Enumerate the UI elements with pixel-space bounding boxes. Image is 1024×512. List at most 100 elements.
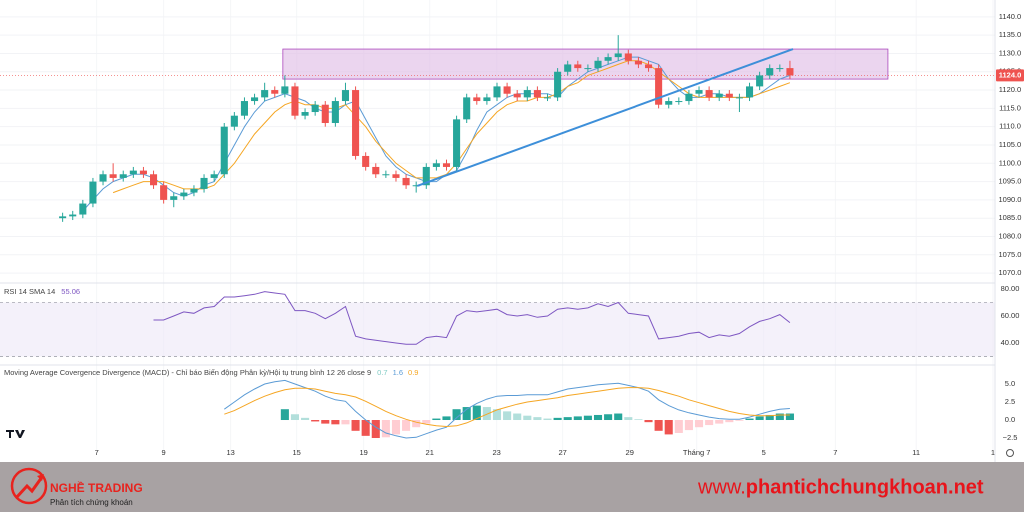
url-prefix: www. [697, 476, 746, 498]
indicator-line [224, 379, 790, 439]
histogram-bar [725, 420, 734, 423]
candle-body [392, 174, 400, 178]
histogram-bar [513, 413, 522, 421]
settings-icon [1006, 449, 1014, 457]
candle-body [685, 93, 693, 102]
y-tick-label: 1115.0 [999, 103, 1021, 112]
y-tick-label: 2.5 [1005, 397, 1015, 406]
candle-body [281, 86, 289, 94]
histogram-bar [755, 416, 764, 421]
y-tick-label: 1090.0 [999, 195, 1022, 204]
tradingview-logo [6, 430, 25, 438]
histogram-bar [472, 405, 481, 421]
candle-body [422, 166, 430, 186]
candle-body [230, 115, 238, 127]
histogram-bar [614, 413, 623, 421]
histogram-bar [553, 417, 562, 421]
x-tick-label: 29 [626, 448, 634, 457]
candle-body [119, 174, 127, 178]
histogram-bar [593, 414, 603, 421]
x-tick-label: 21 [426, 448, 434, 457]
histogram-bar [462, 407, 471, 421]
candle-body [614, 53, 622, 58]
candle-body [695, 90, 703, 94]
candle-body [352, 90, 360, 156]
histogram-bar [775, 413, 784, 421]
histogram-bar [705, 420, 714, 426]
x-tick-label: 15 [293, 448, 301, 457]
candle-body [533, 90, 541, 98]
y-tick-label: 60.00 [1001, 311, 1020, 320]
histogram-bar [452, 409, 461, 421]
histogram-bar [422, 420, 431, 424]
y-tick-label: 0.0 [1005, 415, 1015, 424]
candle-body [463, 97, 471, 120]
y-tick-label: −2.5 [1003, 433, 1018, 442]
histogram-bar [503, 411, 512, 421]
candle-body [180, 192, 188, 197]
candle-body [644, 64, 653, 69]
candle-body [129, 170, 137, 175]
x-tick-label: 27 [558, 448, 566, 457]
y-tick-label: 40.00 [1001, 338, 1020, 347]
y-tick-label: 5.0 [1005, 379, 1015, 388]
candle-body [261, 90, 269, 98]
panel-title: RSI 14 SMA 14 [4, 287, 55, 296]
x-tick-label: 5 [762, 448, 766, 457]
brand-logo [10, 467, 48, 505]
candle-body [402, 177, 410, 186]
y-tick-label: 1080.0 [999, 231, 1022, 240]
y-tick-label: 1100.0 [999, 158, 1021, 167]
candle-body [543, 97, 552, 99]
x-tick-label: 1 [991, 448, 995, 457]
candle-body [725, 93, 733, 98]
candle-body [594, 60, 602, 69]
x-tick-label: 7 [833, 448, 837, 457]
y-tick-label: 1110.0 [999, 122, 1021, 131]
histogram-bar [442, 416, 451, 421]
candle-body [301, 112, 309, 116]
candle-body [473, 97, 481, 102]
candle-body [271, 90, 279, 94]
histogram-bar [664, 420, 673, 435]
y-tick-label: 1120.0 [999, 85, 1021, 94]
histogram-bar [341, 420, 350, 425]
candle-body [503, 86, 511, 94]
x-tick-label: 23 [493, 448, 501, 457]
histogram-bar [684, 420, 693, 431]
candle-body [574, 64, 582, 69]
candle-body [766, 68, 774, 76]
last-price-label: 1124.0 [999, 70, 1022, 79]
candle-body [604, 57, 612, 61]
y-tick-label: 1130.0 [999, 48, 1021, 57]
candle-body [705, 90, 713, 98]
candle-body [200, 177, 208, 189]
candle-body [453, 119, 461, 167]
candle-body [513, 93, 521, 98]
candle-body [89, 181, 97, 204]
histogram-bar [644, 420, 653, 423]
candle-body [554, 71, 562, 98]
indicator-line [153, 291, 791, 345]
histogram-bar [715, 420, 724, 424]
histogram-bar [694, 420, 704, 428]
candle-body [564, 64, 572, 72]
candle-body [655, 68, 663, 105]
candle-body [756, 75, 764, 87]
y-tick-label: 1075.0 [999, 250, 1022, 259]
histogram-bar [543, 418, 552, 421]
x-tick-label: 11 [912, 448, 920, 457]
x-tick-label: 7 [95, 448, 99, 457]
indicator-line [224, 387, 790, 428]
candle-body [382, 174, 390, 176]
histogram-bar [785, 413, 794, 421]
candle-body [210, 174, 218, 178]
candle-body [735, 97, 743, 99]
macd-current: 0.7 [377, 368, 387, 377]
histogram-bar [492, 409, 502, 421]
chart-layer: 7 9 13 15 19 21 23 27 29 Tháng 7 5 7 11 11140.01135.0… [0, 11, 1024, 457]
brand-tagline: Phân tích chứng khoán [50, 498, 133, 507]
histogram-bar [391, 420, 401, 435]
